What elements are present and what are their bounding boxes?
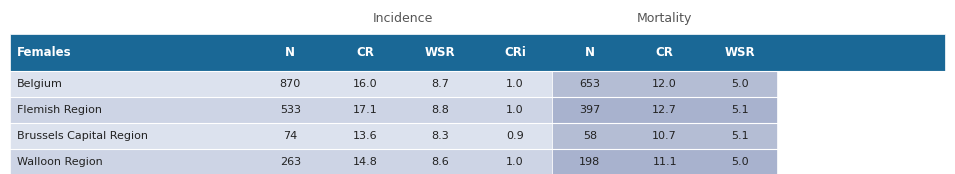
Text: 11.1: 11.1 <box>652 157 677 167</box>
Text: 16.0: 16.0 <box>353 79 377 89</box>
Text: N: N <box>286 46 295 59</box>
Text: 12.0: 12.0 <box>652 79 677 89</box>
Bar <box>10 71 552 97</box>
Text: 8.3: 8.3 <box>432 131 449 141</box>
Text: 1.0: 1.0 <box>506 157 523 167</box>
Text: 8.7: 8.7 <box>431 79 449 89</box>
Text: 14.8: 14.8 <box>352 157 377 167</box>
Bar <box>552 149 777 174</box>
Text: 74: 74 <box>284 131 297 141</box>
Text: Flemish Region: Flemish Region <box>17 105 102 115</box>
Text: Females: Females <box>17 46 72 59</box>
Text: 13.6: 13.6 <box>353 131 377 141</box>
Text: 12.7: 12.7 <box>652 105 677 115</box>
Bar <box>552 97 777 123</box>
Text: CRi: CRi <box>504 46 526 59</box>
Text: 5.0: 5.0 <box>731 157 749 167</box>
Bar <box>552 71 777 97</box>
Bar <box>10 97 552 123</box>
Text: 870: 870 <box>280 79 301 89</box>
Text: Incidence: Incidence <box>372 12 433 25</box>
Text: 653: 653 <box>580 79 601 89</box>
Bar <box>10 123 552 149</box>
Text: 263: 263 <box>280 157 301 167</box>
Text: 198: 198 <box>579 157 601 167</box>
Bar <box>10 149 552 174</box>
Text: Belgium: Belgium <box>17 79 63 89</box>
Text: 5.0: 5.0 <box>731 79 749 89</box>
Text: 533: 533 <box>280 105 301 115</box>
Text: 0.9: 0.9 <box>506 131 523 141</box>
Text: 17.1: 17.1 <box>352 105 377 115</box>
Text: 1.0: 1.0 <box>506 105 523 115</box>
Text: WSR: WSR <box>724 46 754 59</box>
Text: 5.1: 5.1 <box>731 105 749 115</box>
Text: 5.1: 5.1 <box>731 131 749 141</box>
Text: 397: 397 <box>579 105 601 115</box>
Text: N: N <box>584 46 595 59</box>
Bar <box>10 34 945 71</box>
Text: 10.7: 10.7 <box>652 131 677 141</box>
Text: 8.6: 8.6 <box>432 157 449 167</box>
Bar <box>552 123 777 149</box>
Text: 1.0: 1.0 <box>506 79 523 89</box>
Text: CR: CR <box>356 46 374 59</box>
Text: Brussels Capital Region: Brussels Capital Region <box>17 131 148 141</box>
Text: 58: 58 <box>583 131 597 141</box>
Text: WSR: WSR <box>425 46 456 59</box>
Text: Walloon Region: Walloon Region <box>17 157 103 167</box>
Text: 8.8: 8.8 <box>431 105 449 115</box>
Text: CR: CR <box>656 46 673 59</box>
Text: Mortality: Mortality <box>637 12 692 25</box>
